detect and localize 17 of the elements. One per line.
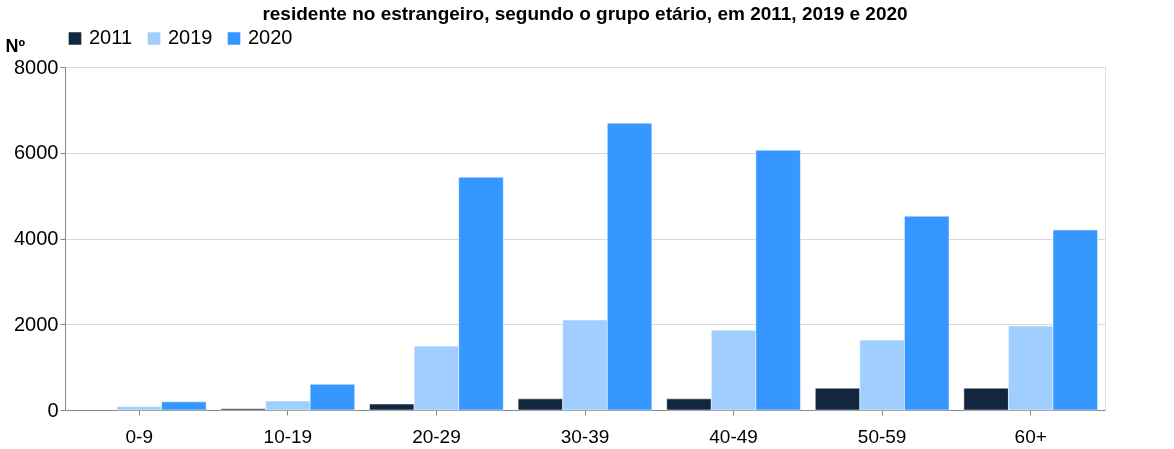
- x-tick-label: 50-59: [857, 425, 907, 447]
- x-tick-label: 60+: [1014, 425, 1047, 447]
- x-tick-label: 20-29: [412, 425, 461, 447]
- legend-label: 2020: [248, 26, 293, 49]
- x-tick-label: 10-19: [263, 425, 313, 447]
- y-tick-label: 0: [47, 398, 59, 421]
- y-axis-title: Nº: [5, 35, 26, 56]
- x-tick-label: 30-39: [560, 425, 610, 447]
- legend-label: 2019: [168, 26, 213, 49]
- x-tick-label: 40-49: [709, 425, 758, 447]
- x-tick-label: 0-9: [125, 425, 154, 447]
- y-tick-label: 6000: [14, 141, 59, 164]
- chart-title: residente no estrangeiro, segundo o grupo etário, em 2011, 2019 e 2020: [262, 3, 908, 24]
- legend-label: 2011: [89, 26, 133, 49]
- y-tick-label: 8000: [14, 55, 59, 78]
- y-tick-label: 2000: [14, 312, 59, 335]
- y-tick-label: 4000: [14, 227, 59, 249]
